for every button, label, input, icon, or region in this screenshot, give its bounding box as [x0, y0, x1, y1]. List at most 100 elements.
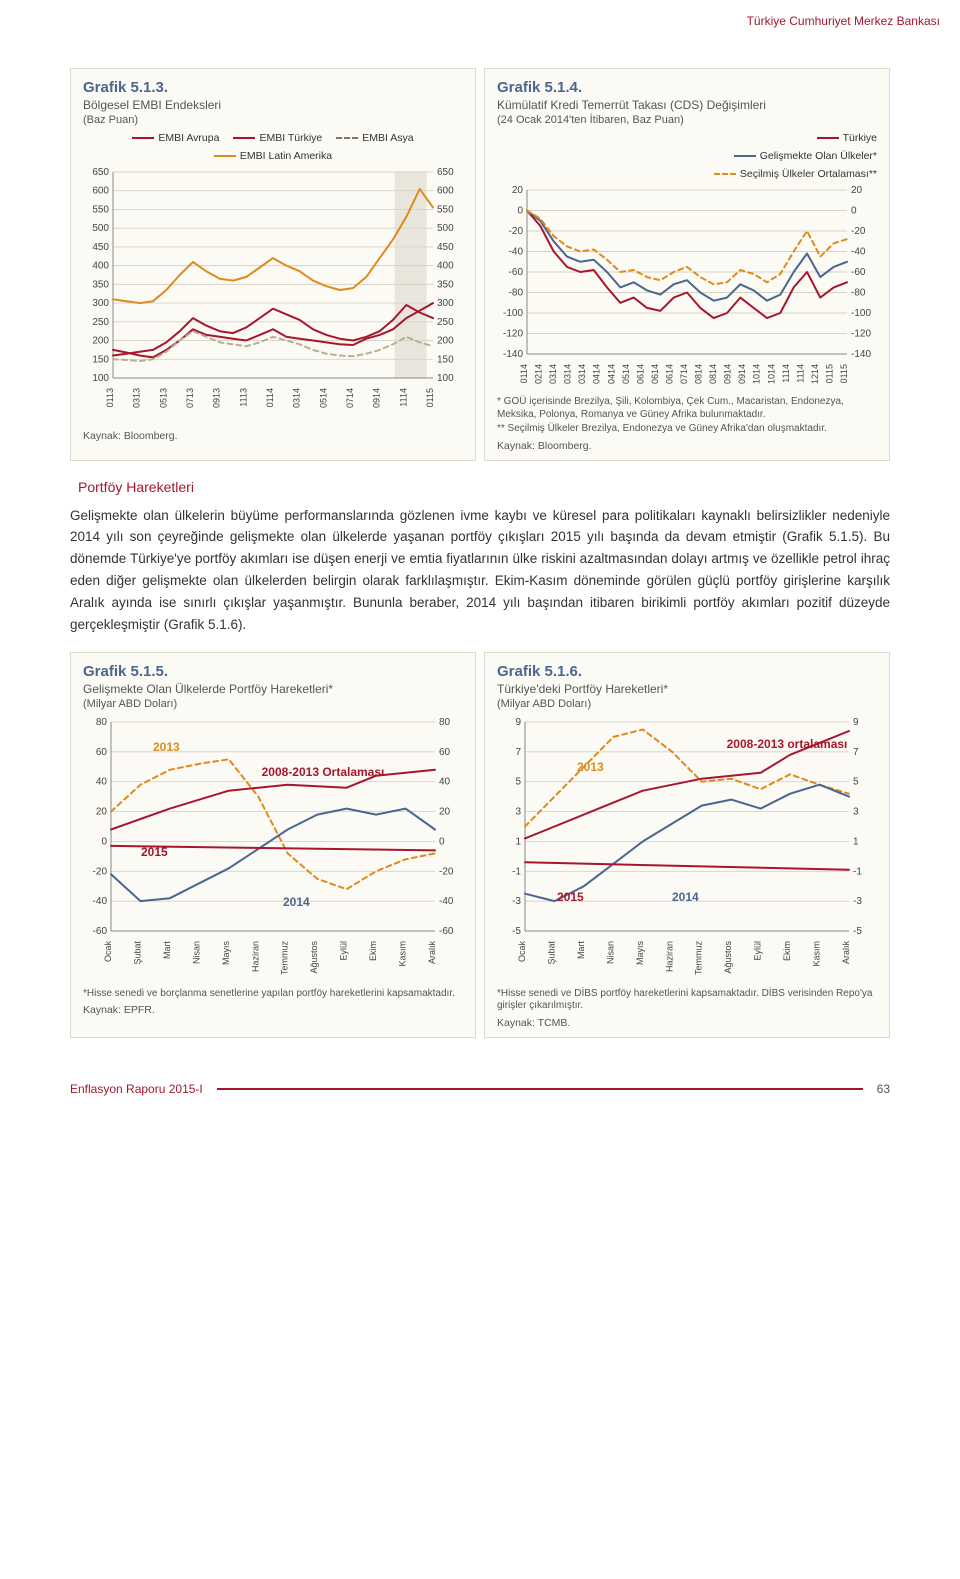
svg-text:1114: 1114	[398, 388, 408, 407]
svg-text:100: 100	[437, 373, 454, 384]
svg-text:60: 60	[439, 747, 451, 758]
svg-text:500: 500	[92, 223, 109, 234]
svg-text:-60: -60	[93, 926, 108, 937]
chart-panel-513: Grafik 5.1.3. Bölgesel EMBI Endeksleri (…	[70, 68, 476, 461]
svg-text:Temmuz: Temmuz	[280, 940, 290, 975]
svg-text:Kasım: Kasım	[812, 941, 822, 967]
page-header-org: Türkiye Cumhuriyet Merkez Bankası	[0, 0, 960, 38]
svg-text:-5: -5	[853, 926, 862, 937]
svg-text:300: 300	[437, 298, 454, 309]
chart-514-subtitle-text: Kümülatif Kredi Temerrüt Takası (CDS) De…	[497, 98, 766, 112]
chart-515-unit: (Milyar ABD Doları)	[83, 698, 177, 710]
svg-text:Haziran: Haziran	[250, 941, 260, 972]
chart-panel-514: Grafik 5.1.4. Kümülatif Kredi Temerrüt T…	[484, 68, 890, 461]
svg-text:Ağustos: Ağustos	[309, 940, 319, 973]
chart-515-subtitle-text: Gelişmekte Olan Ülkelerde Portföy Hareke…	[83, 682, 333, 696]
svg-text:-3: -3	[512, 896, 521, 907]
svg-text:-20: -20	[851, 226, 866, 237]
svg-text:0514: 0514	[621, 364, 631, 384]
legend-label: EMBI Latin Amerika	[240, 150, 332, 162]
svg-text:550: 550	[92, 204, 109, 215]
svg-text:Şubat: Şubat	[132, 940, 142, 964]
svg-text:20: 20	[96, 806, 108, 817]
chart-513-area: 1001001501502002002502503003003503504004…	[83, 166, 463, 426]
svg-text:0714: 0714	[345, 388, 355, 408]
svg-text:0414: 0414	[592, 364, 602, 384]
svg-text:2014: 2014	[283, 895, 310, 909]
svg-text:Ağustos: Ağustos	[723, 940, 733, 973]
svg-text:1: 1	[853, 836, 859, 847]
svg-text:0914: 0914	[372, 388, 382, 408]
svg-text:Temmuz: Temmuz	[694, 940, 704, 975]
legend-item: Seçilmiş Ülkeler Ortalaması**	[497, 168, 877, 180]
section-heading: Portföy Hareketleri	[78, 479, 890, 495]
svg-text:3: 3	[853, 806, 859, 817]
svg-text:Ocak: Ocak	[517, 940, 527, 962]
chart-514-note2: ** Seçilmiş Ülkeler Brezilya, Endonezya …	[497, 423, 877, 436]
svg-text:0614: 0614	[635, 364, 645, 384]
svg-text:-100: -100	[851, 308, 871, 319]
svg-text:600: 600	[437, 186, 454, 197]
svg-text:450: 450	[92, 242, 109, 253]
svg-text:0115: 0115	[425, 388, 435, 407]
svg-text:400: 400	[92, 261, 109, 272]
svg-text:350: 350	[437, 279, 454, 290]
svg-text:-20: -20	[439, 866, 454, 877]
svg-text:0713: 0713	[185, 388, 195, 408]
svg-text:0314: 0314	[577, 364, 587, 384]
svg-text:0: 0	[851, 206, 857, 217]
chart-panel-516: Grafik 5.1.6. Türkiye'deki Portföy Harek…	[484, 652, 890, 1038]
svg-text:3: 3	[515, 806, 521, 817]
svg-text:0714: 0714	[679, 364, 689, 384]
svg-text:-60: -60	[509, 267, 524, 278]
svg-text:0814: 0814	[694, 364, 704, 384]
svg-text:-40: -40	[509, 247, 524, 258]
svg-text:0914: 0914	[737, 364, 747, 384]
chart-514-source: Kaynak: Bloomberg.	[497, 440, 877, 452]
svg-text:9: 9	[853, 717, 859, 728]
svg-text:0414: 0414	[606, 364, 616, 384]
svg-text:80: 80	[439, 717, 451, 728]
legend-label: Gelişmekte Olan Ülkeler*	[760, 150, 877, 162]
footer-line	[217, 1088, 863, 1090]
legend-label: Seçilmiş Ülkeler Ortalaması**	[740, 168, 877, 180]
svg-text:1: 1	[515, 836, 521, 847]
svg-text:-40: -40	[851, 247, 866, 258]
svg-text:-3: -3	[853, 896, 862, 907]
svg-text:-80: -80	[509, 288, 524, 299]
chart-514-title: Grafik 5.1.4.	[497, 79, 877, 96]
svg-text:2015: 2015	[141, 845, 168, 859]
legend-item: EMBI Latin Amerika	[214, 150, 332, 162]
svg-text:-1: -1	[512, 866, 521, 877]
svg-text:0: 0	[517, 206, 523, 217]
chart-515-area: -60-60-40-40-20-20002020404060608080Ocak…	[83, 716, 463, 986]
svg-text:Kasım: Kasım	[398, 941, 408, 967]
svg-text:650: 650	[92, 167, 109, 178]
svg-text:-140: -140	[503, 349, 523, 360]
svg-text:150: 150	[92, 354, 109, 365]
svg-text:20: 20	[851, 185, 863, 196]
svg-text:0314: 0314	[548, 364, 558, 384]
chart-513-title: Grafik 5.1.3.	[83, 79, 463, 96]
svg-text:2013: 2013	[577, 760, 604, 774]
svg-text:0514: 0514	[318, 388, 328, 408]
svg-text:60: 60	[96, 747, 108, 758]
legend-item: EMBI Asya	[336, 132, 413, 144]
svg-text:150: 150	[437, 354, 454, 365]
svg-text:Ekim: Ekim	[368, 941, 378, 961]
chart-516-unit: (Milyar ABD Doları)	[497, 698, 591, 710]
chart-514-unit: (24 Ocak 2014'ten İtibaren, Baz Puan)	[497, 114, 684, 126]
svg-text:Nisan: Nisan	[191, 941, 201, 964]
svg-text:-80: -80	[851, 288, 866, 299]
svg-text:0115: 0115	[824, 364, 834, 383]
svg-text:Eylül: Eylül	[753, 941, 763, 961]
svg-text:40: 40	[439, 776, 451, 787]
legend-item: EMBI Avrupa	[132, 132, 219, 144]
legend-item: Gelişmekte Olan Ülkeler*	[497, 150, 877, 162]
legend-label: EMBI Asya	[362, 132, 413, 144]
svg-text:Mayıs: Mayıs	[221, 940, 231, 965]
chart-panel-515: Grafik 5.1.5. Gelişmekte Olan Ülkelerde …	[70, 652, 476, 1038]
svg-text:40: 40	[96, 776, 108, 787]
svg-text:2014: 2014	[672, 890, 699, 904]
svg-text:-100: -100	[503, 308, 523, 319]
